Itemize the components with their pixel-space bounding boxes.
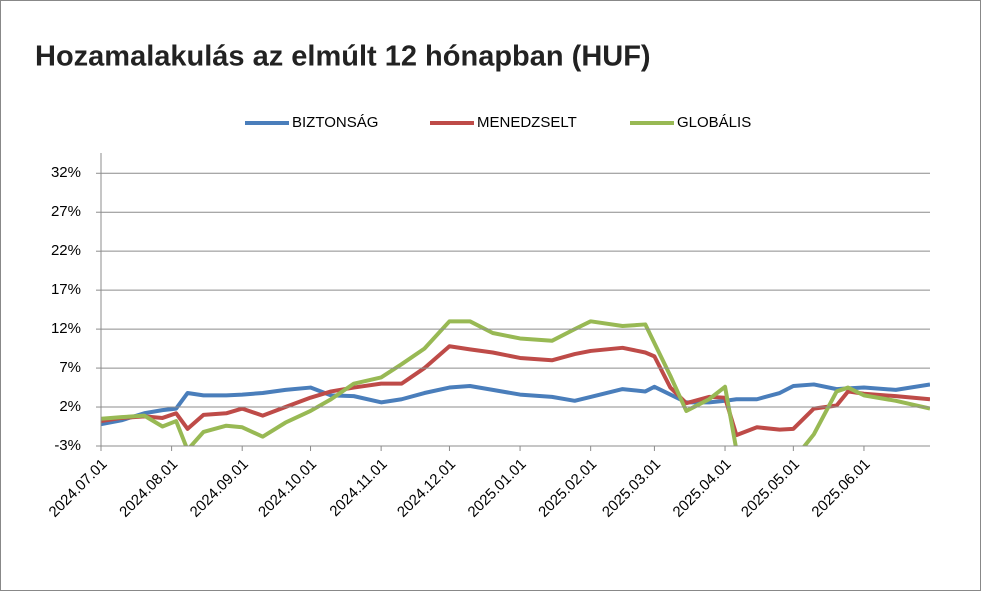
plot-area: [101, 319, 930, 446]
legend-label: MENEDZSELT: [477, 114, 577, 131]
y-tick-label: 12%: [51, 320, 81, 337]
y-tick-label: 7%: [59, 359, 81, 376]
series-line: [101, 382, 930, 427]
y-tick-label: 32%: [51, 164, 81, 181]
y-tick-label: 27%: [51, 203, 81, 220]
legend-label: GLOBÁLIS: [677, 114, 751, 131]
series-line: [101, 344, 930, 438]
y-tick-label: 22%: [51, 242, 81, 259]
y-tick-label: 17%: [51, 281, 81, 298]
y-tick-label: -3%: [54, 437, 81, 454]
legend-label: BIZTONSÁG: [292, 114, 378, 131]
chart-title: Hozamalakulás az elmúlt 12 hónapban (HUF…: [35, 41, 651, 73]
series-line: [101, 319, 930, 446]
y-tick-label: 2%: [59, 398, 81, 415]
